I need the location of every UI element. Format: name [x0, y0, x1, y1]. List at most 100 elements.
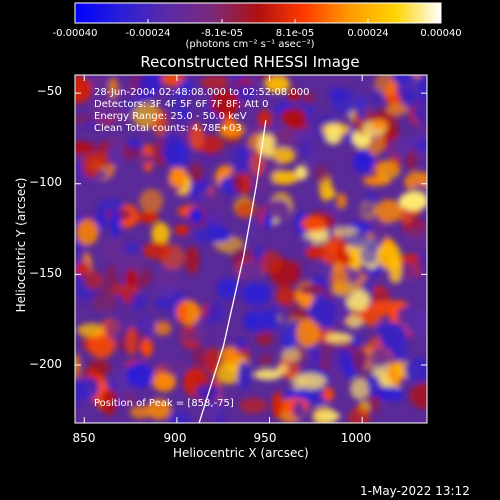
intensity-blob	[368, 89, 385, 105]
intensity-blob	[309, 296, 337, 326]
intensity-blob	[176, 301, 188, 324]
intensity-blob	[275, 286, 296, 306]
intensity-blob	[146, 398, 172, 420]
intensity-blob	[404, 225, 427, 247]
intensity-blob	[391, 75, 414, 85]
intensity-blob	[297, 352, 315, 374]
intensity-blob	[301, 215, 327, 232]
intensity-blob	[248, 219, 260, 240]
intensity-blob	[178, 106, 189, 122]
intensity-blob	[110, 208, 121, 238]
intensity-blob	[324, 123, 343, 145]
intensity-blob	[272, 126, 300, 149]
intensity-blob	[233, 339, 247, 351]
chart-title: Reconstructed RHESSI Image	[140, 53, 360, 71]
intensity-blob	[351, 345, 368, 372]
intensity-blob	[75, 141, 95, 154]
colorbar-tick-label: -8.1e-05	[201, 28, 243, 39]
annotation-energy-range: Energy Range: 25.0 - 50.0 keV	[94, 111, 247, 122]
intensity-blob	[120, 87, 139, 100]
intensity-blob	[208, 398, 222, 419]
intensity-blob	[258, 354, 273, 366]
intensity-blob	[83, 270, 103, 290]
intensity-blob	[376, 160, 401, 180]
intensity-blob	[189, 122, 204, 150]
intensity-blob	[244, 309, 275, 334]
colorbar	[74, 2, 442, 24]
intensity-blob	[276, 363, 289, 375]
intensity-blob	[325, 332, 353, 344]
intensity-blob	[404, 357, 427, 381]
intensity-blob	[189, 207, 204, 224]
intensity-blob	[376, 199, 402, 224]
intensity-blob	[220, 346, 239, 364]
intensity-blob	[409, 383, 427, 409]
intensity-blob	[174, 224, 189, 236]
intensity-blob	[272, 391, 284, 419]
intensity-blob	[76, 219, 99, 246]
intensity-blob	[345, 314, 364, 329]
intensity-blob	[216, 277, 240, 300]
intensity-blob	[264, 75, 290, 93]
intensity-blob	[352, 150, 375, 173]
intensity-blob	[218, 121, 245, 138]
intensity-blob	[107, 144, 124, 166]
intensity-blob	[200, 75, 229, 90]
intensity-blob	[163, 141, 191, 169]
intensity-blob	[206, 301, 225, 322]
intensity-blob	[374, 217, 389, 241]
colorbar-tick-label: 0.00024	[347, 28, 389, 39]
intensity-blob	[347, 233, 369, 248]
y-tick-label: −200	[29, 357, 62, 371]
colorbar-gradient	[74, 2, 442, 24]
intensity-blob	[117, 107, 129, 124]
intensity-blob	[330, 267, 349, 291]
colorbar-tick-label: 8.1e-05	[275, 28, 315, 39]
intensity-blob	[75, 262, 90, 277]
intensity-blob	[142, 316, 157, 337]
intensity-blob	[168, 410, 191, 423]
intensity-blob	[302, 92, 315, 104]
intensity-blob	[386, 103, 408, 116]
intensity-blob	[280, 108, 306, 126]
annotation-peak-position: Position of Peak = [858,-75]	[94, 398, 234, 409]
intensity-blob	[253, 368, 282, 381]
intensity-blob	[367, 237, 381, 251]
intensity-blob	[188, 163, 204, 183]
intensity-blob	[90, 97, 120, 121]
intensity-blob	[360, 204, 375, 216]
colorbar-unit-label: (photons cm⁻² s⁻¹ asec⁻²)	[185, 39, 315, 50]
intensity-blob	[180, 330, 209, 343]
intensity-blob	[389, 253, 402, 284]
intensity-blob	[75, 75, 92, 104]
intensity-blob	[230, 145, 251, 175]
intensity-blob	[232, 84, 257, 101]
intensity-blob	[192, 345, 208, 369]
intensity-blob	[305, 245, 325, 260]
intensity-blob	[364, 190, 378, 206]
annotation-time-range: 28-Jun-2004 02:48:08.000 to 02:52:08.000	[94, 87, 310, 98]
intensity-blob	[415, 253, 427, 274]
intensity-blob	[263, 200, 291, 220]
intensity-blob	[257, 109, 272, 128]
colorbar-tick-label: -0.00024	[125, 28, 171, 39]
intensity-blob	[178, 79, 194, 97]
intensity-blob	[336, 193, 347, 210]
intensity-blob	[280, 348, 301, 363]
intensity-blob	[391, 342, 408, 362]
intensity-blob	[142, 242, 171, 260]
intensity-blob	[169, 165, 187, 188]
intensity-blob	[296, 318, 321, 348]
intensity-blob	[151, 222, 170, 246]
intensity-blob	[158, 357, 188, 376]
intensity-blob	[153, 320, 172, 336]
intensity-blob	[102, 237, 128, 261]
intensity-blob	[318, 241, 343, 264]
intensity-blob	[161, 75, 186, 87]
intensity-blob	[237, 360, 251, 391]
intensity-blob	[287, 300, 303, 320]
intensity-blob	[139, 188, 164, 214]
y-tick-label: −100	[29, 175, 62, 189]
intensity-blob	[298, 283, 326, 295]
intensity-blob	[155, 297, 168, 309]
